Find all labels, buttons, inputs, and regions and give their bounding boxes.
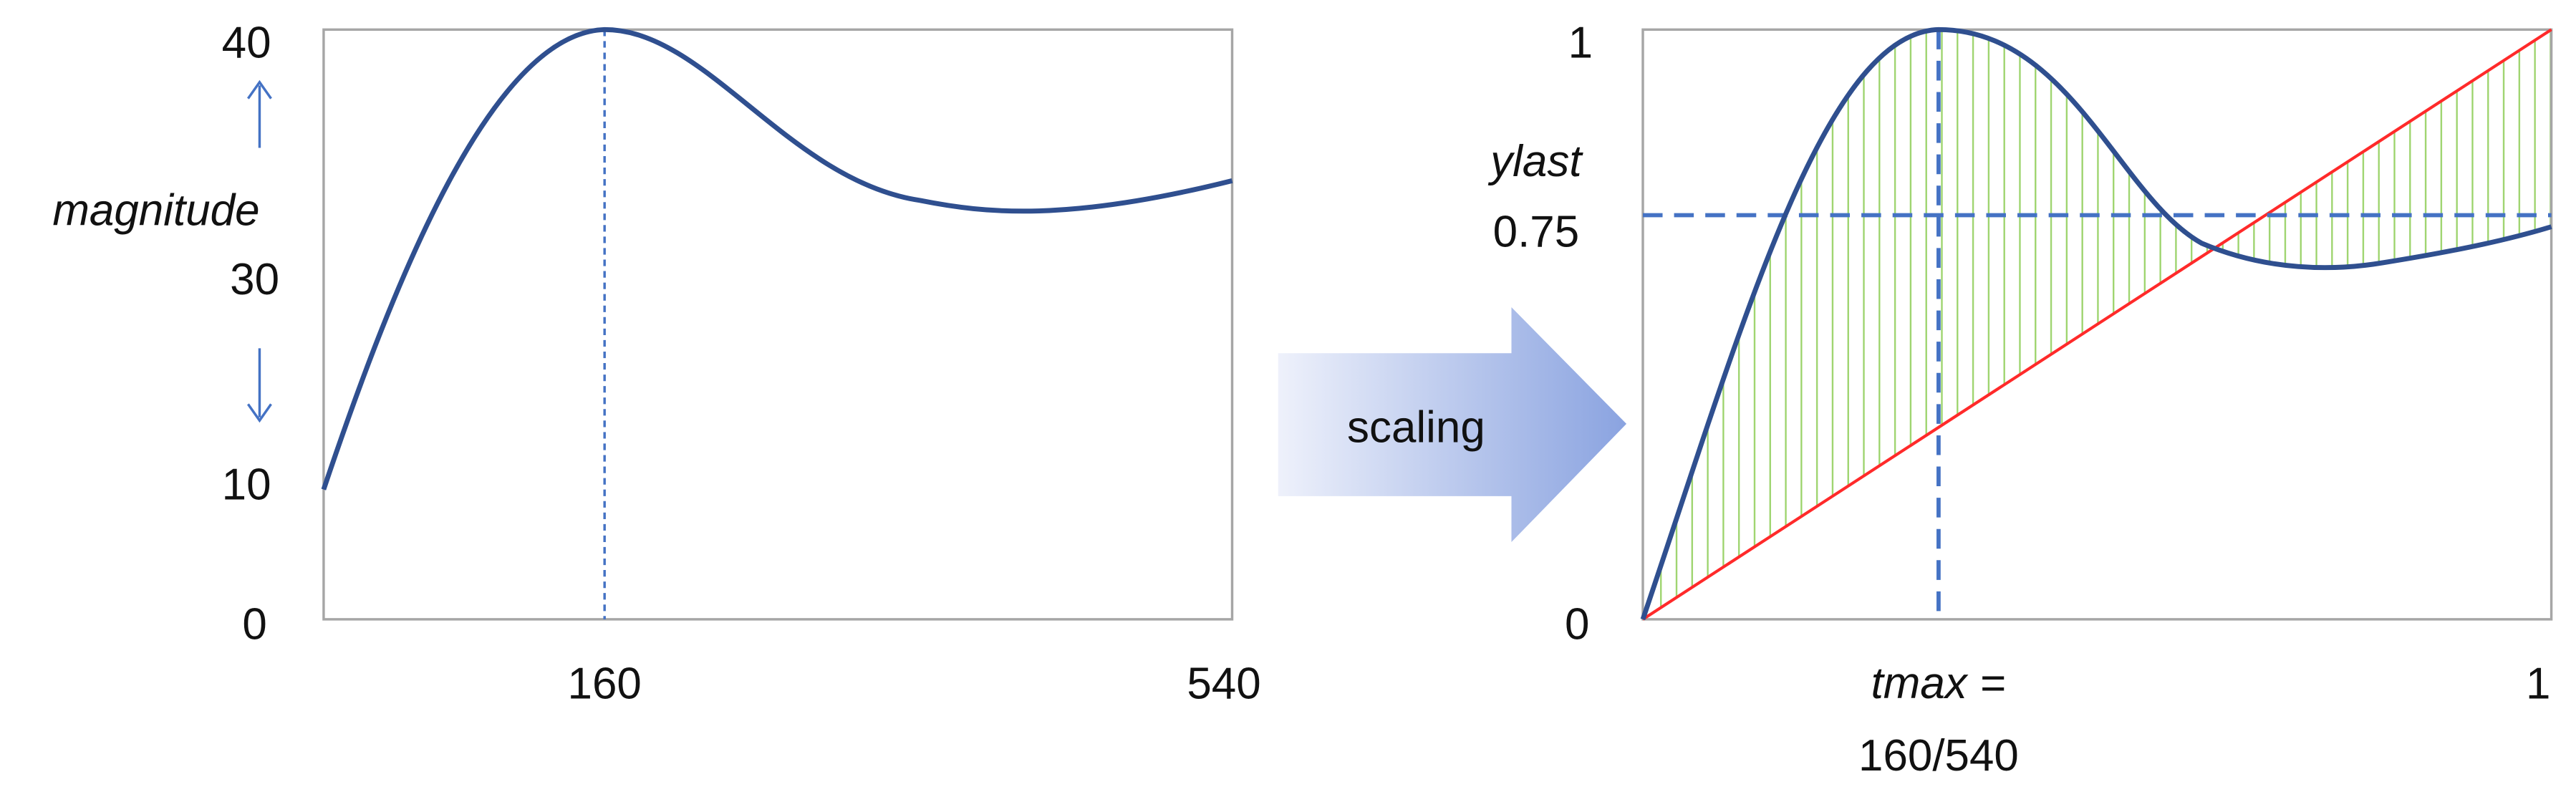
y-tick-label: 0.75 xyxy=(1493,207,1580,256)
ylast-label: ylast xyxy=(1487,137,1583,186)
down-arrow-head xyxy=(246,403,272,423)
scaling-arrow xyxy=(1278,307,1627,543)
y-axis-label: magnitude xyxy=(52,186,259,236)
y-tick-label: 30 xyxy=(230,255,279,304)
y-tick-label: 10 xyxy=(222,460,271,510)
magnitude-curve xyxy=(321,26,1233,491)
y-tick-label: 0 xyxy=(242,600,266,649)
right-plot-frame xyxy=(1641,28,2553,621)
diagonal-line xyxy=(1641,28,2552,621)
tmax-equals: = xyxy=(1980,659,2006,708)
tmax-label: tmax = xyxy=(1871,659,2007,708)
left-plot-frame xyxy=(322,28,1234,621)
y-tick-label: 1 xyxy=(1568,19,1593,68)
scaled-curve xyxy=(1640,26,2552,620)
y-tick-label: 0 xyxy=(1565,600,1589,649)
x-tick-label: 540 xyxy=(1187,659,1260,708)
tmax-name: tmax xyxy=(1871,659,1969,708)
up-arrow-head xyxy=(246,79,272,100)
y-tick-label: 40 xyxy=(222,19,271,68)
x-tick-label: 1 xyxy=(2526,659,2550,708)
tmax-value: 160/540 xyxy=(1858,731,2019,781)
x-tick-label: 160 xyxy=(568,659,642,708)
arrow-label: scaling xyxy=(1347,402,1485,452)
